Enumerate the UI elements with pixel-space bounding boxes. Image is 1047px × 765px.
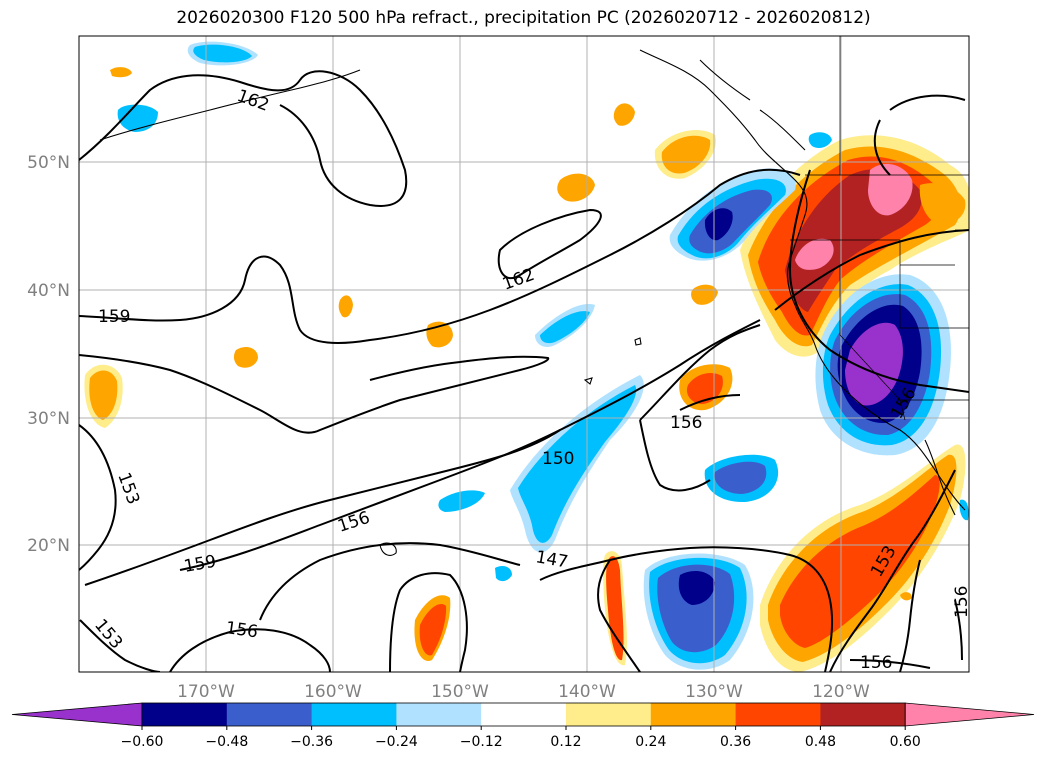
negative-anomaly-offshore-nw	[669, 168, 796, 261]
colorbar-level-label: −0.60	[121, 734, 164, 750]
lat-label: 20°N	[27, 536, 70, 556]
colorbar-level-label: 0.36	[720, 734, 751, 750]
positive-anomaly-southeast	[760, 444, 966, 672]
map-frame	[78, 35, 970, 673]
contour-label: 156	[224, 618, 259, 642]
lon-label: 130°W	[685, 682, 743, 702]
colorbar-level-label: 0.24	[635, 734, 666, 750]
colorbar-extend-low	[11, 702, 143, 727]
colorbar-level-label: −0.48	[205, 734, 248, 750]
refractivity-contours	[79, 70, 969, 672]
contour-label: 159	[98, 307, 130, 327]
colorbar-segment	[481, 703, 567, 726]
contour-label: 150	[542, 449, 574, 469]
lon-label: 170°W	[177, 682, 235, 702]
latitude-axis: 50°N 40°N 30°N 20°N	[27, 153, 70, 556]
colorbar-level-label: 0.12	[550, 734, 581, 750]
colorbar: −0.60 −0.48 −0.36 −0.24 −0.12 0.12 0.24 0.36 0.4…	[11, 702, 1035, 750]
colorbar-level-label: −0.12	[460, 734, 503, 750]
coastlines	[99, 49, 966, 556]
negative-anomaly-scattered	[117, 41, 969, 582]
colorbar-segment	[396, 703, 482, 726]
map-title: 2026020300 F120 500 hPa refract., precip…	[176, 8, 871, 28]
colorbar-level-label: 0.48	[805, 734, 836, 750]
contour-label: 156	[670, 413, 702, 433]
colorbar-frame	[141, 702, 906, 727]
colorbar-segment	[650, 703, 737, 726]
negative-anomaly-south	[643, 553, 754, 670]
lon-label: 160°W	[304, 682, 362, 702]
colorbar-segment	[820, 703, 906, 726]
colorbar-level-label: −0.24	[375, 734, 418, 750]
colorbar-segment	[566, 703, 652, 726]
lon-label: 120°W	[812, 682, 870, 702]
colorbar-extend-high	[904, 702, 1035, 727]
map-gridlines	[79, 36, 969, 672]
colorbar-segment	[735, 703, 821, 726]
positive-anomaly-scattered	[84, 67, 912, 666]
lon-label: 140°W	[558, 682, 616, 702]
negative-anomaly-california	[815, 274, 951, 456]
lat-label: 40°N	[27, 281, 70, 301]
contour-label: 156	[952, 586, 972, 618]
colorbar-segment	[142, 703, 228, 726]
contour-label: 156	[860, 653, 892, 673]
negative-anomaly-central-band	[438, 304, 779, 553]
colorbar-level-label: 0.60	[890, 734, 921, 750]
map-plot-area: 162 162 159 159 156 156 156 156 156 156 …	[79, 36, 972, 673]
precip-fill-layer	[84, 41, 969, 672]
lon-label: 150°W	[431, 682, 489, 702]
political-borders	[790, 36, 969, 421]
colorbar-level-label: −0.36	[290, 734, 333, 750]
longitude-axis: 170°W 160°W 150°W 140°W 130°W 120°W	[177, 682, 870, 702]
lat-label: 30°N	[27, 409, 70, 429]
colorbar-segment	[226, 703, 313, 726]
lat-label: 50°N	[27, 153, 70, 173]
colorbar-segment	[311, 703, 397, 726]
